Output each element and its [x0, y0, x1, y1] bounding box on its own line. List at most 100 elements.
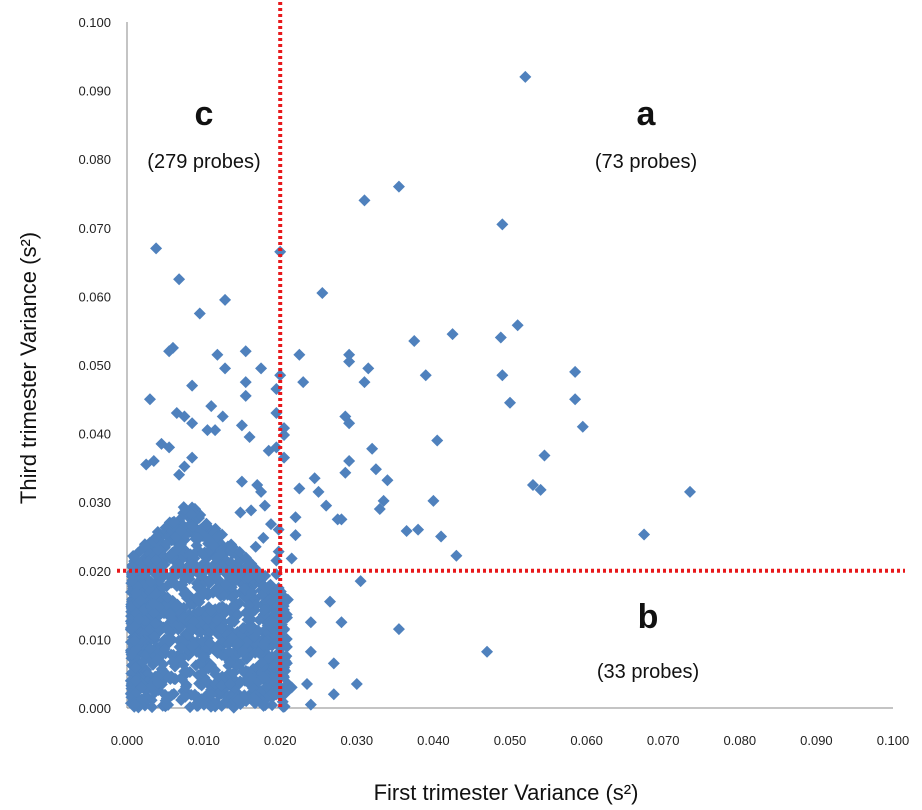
cluster-point — [219, 578, 232, 591]
data-point — [320, 499, 333, 512]
cluster-point — [168, 515, 181, 528]
cluster-point — [174, 621, 187, 634]
cluster-point — [205, 688, 218, 701]
cluster-point — [197, 586, 210, 599]
cluster-point — [242, 676, 255, 689]
cluster-point — [166, 655, 179, 668]
data-point — [209, 664, 222, 677]
cluster-point — [237, 644, 250, 657]
cluster-point — [149, 617, 162, 630]
y-tick-label: 0.080 — [78, 152, 111, 167]
cluster-point — [257, 638, 270, 651]
cluster-point — [212, 583, 225, 596]
cluster-point — [205, 700, 218, 713]
cluster-point — [169, 600, 182, 613]
data-point — [249, 540, 262, 553]
cluster-point — [179, 690, 192, 703]
y-tick-label: 0.090 — [78, 84, 111, 99]
cluster-point — [138, 540, 151, 553]
cluster-point — [161, 623, 174, 636]
cluster-point — [194, 509, 207, 522]
x-tick-label: 0.090 — [800, 733, 833, 748]
data-point — [243, 431, 256, 444]
cluster-point — [151, 653, 164, 666]
x-tick-label: 0.020 — [264, 733, 297, 748]
data-point — [285, 552, 298, 565]
data-point — [211, 348, 224, 361]
data-point — [173, 468, 186, 481]
data-point — [249, 693, 262, 706]
cluster-point — [223, 565, 236, 578]
cluster-point — [215, 622, 228, 635]
x-tick-label: 0.080 — [724, 733, 757, 748]
data-point — [308, 472, 321, 485]
data-point — [219, 362, 232, 375]
data-point — [257, 671, 270, 684]
data-point — [186, 379, 199, 392]
data-point — [427, 494, 440, 507]
cluster-point — [175, 642, 188, 655]
x-tick-label: 0.100 — [877, 733, 910, 748]
data-point — [339, 466, 352, 479]
cluster-point — [232, 556, 245, 569]
cluster-point — [252, 624, 265, 637]
data-point — [684, 485, 697, 498]
cluster-point — [227, 667, 240, 680]
tick-labels: 0.000 0.010 0.020 0.030 0.040 0.050 0.060 0.070… — [78, 15, 909, 748]
cluster-point — [242, 571, 255, 584]
cluster-point — [211, 647, 224, 660]
cluster-point — [196, 547, 209, 560]
cluster-point — [134, 594, 147, 607]
y-tick-label: 0.100 — [78, 15, 111, 30]
cluster-point — [176, 578, 189, 591]
points-layer — [124, 70, 697, 714]
data-point — [511, 319, 524, 332]
cluster-point — [226, 540, 239, 553]
data-point — [435, 530, 448, 543]
cluster-point — [263, 651, 276, 664]
x-tick-label: 0.000 — [111, 733, 144, 748]
cluster-point — [179, 503, 192, 516]
region-b-count: (33 probes) — [597, 661, 699, 683]
data-point — [304, 645, 317, 658]
data-point — [219, 293, 232, 306]
cluster-point — [144, 642, 157, 655]
data-point — [576, 420, 589, 433]
cluster-point — [236, 622, 249, 635]
cluster-point — [193, 604, 206, 617]
data-point — [234, 506, 247, 519]
data-point — [496, 369, 509, 382]
data-point — [343, 455, 356, 468]
data-point — [316, 286, 329, 299]
data-point — [343, 348, 356, 361]
data-point — [265, 518, 278, 531]
data-point — [331, 513, 344, 526]
data-point — [350, 677, 363, 690]
cluster-point — [142, 555, 155, 568]
cluster-point — [136, 656, 149, 669]
data-point — [392, 623, 405, 636]
y-tick-label: 0.040 — [78, 427, 111, 442]
data-point — [178, 410, 191, 423]
data-point — [224, 677, 237, 690]
data-point — [335, 616, 348, 629]
cluster-point — [259, 581, 272, 594]
data-point — [638, 528, 651, 541]
cluster-point — [168, 672, 181, 685]
cluster-point — [194, 626, 207, 639]
y-tick-label: 0.010 — [78, 632, 111, 647]
region-c-count: (279 probes) — [147, 151, 260, 173]
cluster-point — [130, 586, 143, 599]
cluster-point — [129, 674, 142, 687]
cluster-point — [250, 599, 263, 612]
cluster-point — [210, 552, 223, 565]
data-point — [297, 376, 310, 389]
data-point — [235, 419, 248, 432]
cluster-point — [151, 676, 164, 689]
data-point — [239, 376, 252, 389]
x-axis-title: First trimester Variance (s²) — [374, 780, 639, 805]
cluster-point — [231, 637, 244, 650]
data-point — [373, 503, 386, 516]
cluster-point — [216, 528, 229, 541]
